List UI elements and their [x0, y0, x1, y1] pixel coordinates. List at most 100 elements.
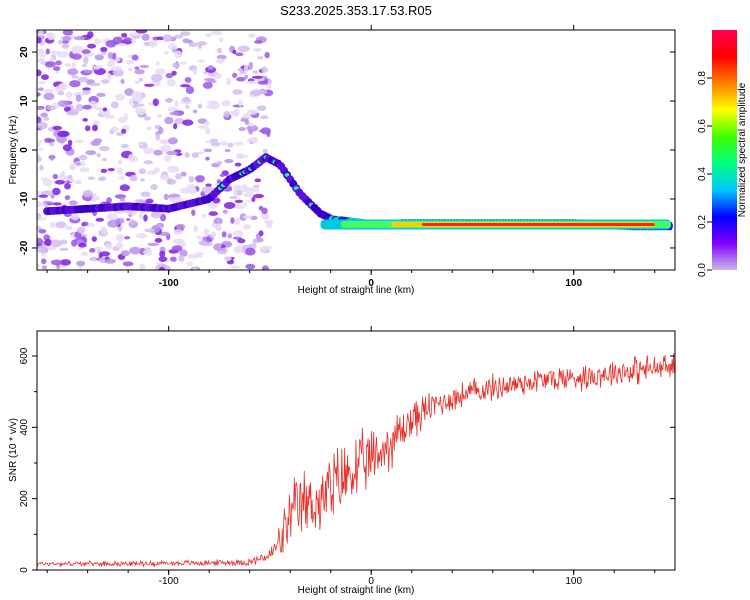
spectrogram-noise-blob [52, 125, 63, 131]
spectrogram-noise-blob [156, 36, 165, 41]
spectrogram-y-tick-label: 0 [19, 147, 30, 153]
spectrogram-noise-blob [73, 92, 85, 97]
spectrogram-noise-blob [38, 194, 49, 198]
snr-y-tick-label: 200 [19, 490, 30, 507]
spectrogram-noise-blob [154, 68, 166, 75]
colorbar-tick-label: 0.2 [697, 215, 708, 229]
spectrogram-band-peak [421, 222, 655, 226]
spectrogram-noise-blob [262, 148, 268, 154]
spectrogram-noise-blob [159, 139, 170, 145]
snr-series-line [37, 353, 675, 568]
spectrogram-noise-blob [116, 234, 124, 242]
spectrogram-noise-blob [185, 261, 194, 266]
spectrogram-noise-blob [41, 190, 53, 196]
spectrogram-noise-blob [147, 242, 160, 247]
spectrogram-noise-blob [227, 111, 238, 116]
spectrogram-noise-blob [232, 89, 243, 95]
spectrogram-noise-blob [233, 230, 244, 238]
spectrogram-noise-blob [184, 152, 190, 158]
spectrogram-noise-blob [89, 256, 99, 262]
spectrogram-noise-blob [261, 66, 268, 73]
spectrogram-noise-blob [117, 167, 124, 175]
spectrogram-noise-blob [222, 209, 228, 214]
spectrogram-noise-blob [256, 105, 267, 111]
spectrogram-noise-blob [134, 66, 140, 70]
spectrogram-noise-blob [128, 98, 134, 106]
colorbar-tick-label: 0.6 [697, 119, 708, 133]
spectrogram-noise-blob [178, 255, 185, 262]
spectrogram-noise-blob [90, 140, 101, 146]
spectrogram-noise-blob [100, 226, 108, 235]
spectrogram-noise-blob [82, 104, 92, 110]
spectrogram-noise-blob [46, 105, 56, 111]
spectrogram-noise-blob [37, 245, 48, 254]
spectrogram-noise-blob [172, 62, 181, 69]
spectrogram-noise-blob [114, 217, 125, 224]
spectrogram-noise-blob [64, 63, 71, 67]
spectrogram-noise-blob [163, 154, 172, 162]
spectrogram-noise-blob [67, 174, 73, 181]
spectrogram-noise-blob [213, 217, 223, 225]
spectrogram-noise-blob [50, 259, 63, 266]
spectrogram-noise-blob [180, 171, 187, 177]
spectrogram-noise-blob [258, 205, 264, 211]
spectrogram-noise-blob [55, 221, 67, 229]
spectrogram-noise-blob [243, 224, 251, 230]
spectrogram-noise-blob [49, 141, 55, 147]
spectrogram-noise-blob [54, 180, 66, 185]
spectrogram-noise-blob [119, 184, 130, 192]
spectrogram-noise-blob [235, 189, 243, 196]
colorbar-ticks: 0.0 0.2 0.4 0.6 0.8 [697, 71, 712, 277]
spectrogram-x-tick-label: 100 [565, 278, 582, 289]
spectrogram-noise-blob [207, 65, 214, 71]
spectrogram-noise-blob [134, 69, 145, 75]
spectrogram-noise-blob [87, 176, 96, 180]
spectrogram-noise-blob [74, 139, 85, 144]
spectrogram-noise-blob [206, 104, 215, 109]
spectrogram-noise-blob [37, 69, 42, 77]
spectrogram-noise-blob [155, 61, 160, 66]
spectrogram-noise-blob [247, 109, 258, 115]
spectrogram-noise-blob [173, 229, 184, 235]
spectrogram-noise-blob [223, 202, 236, 209]
spectrogram-noise-blob [150, 184, 158, 190]
spectrogram-noise-blob [94, 54, 104, 61]
colorbar: 0.0 0.2 0.4 0.6 0.8 Normalized spectral ampl… [697, 30, 748, 277]
spectrogram-noise-blob [223, 110, 230, 118]
spectrogram-noise-blob [62, 144, 72, 152]
spectrogram-noise-blob [243, 202, 248, 207]
spectrogram-noise-blob [57, 100, 69, 107]
spectrogram-noise-blob [134, 199, 147, 203]
spectrogram-noise-blob [252, 70, 259, 74]
spectrogram-noise-blob [244, 74, 249, 79]
spectrogram-noise-blob [155, 133, 161, 141]
spectrogram-noise-blob [106, 197, 112, 204]
spectrogram-noise-blob [43, 116, 50, 121]
snr-x-tick-label: 100 [565, 576, 582, 587]
spectrogram-noise-blob [37, 107, 43, 111]
spectrogram-noise-blob [243, 65, 249, 73]
spectrogram-noise-blob [258, 230, 264, 237]
spectrogram-noise-blob [89, 82, 101, 87]
spectrogram-noise-blob [251, 196, 256, 202]
spectrogram-noise-blob [50, 239, 62, 248]
spectrogram-noise-blob [226, 77, 232, 86]
spectrogram-noise-blob [128, 32, 141, 37]
spectrogram-x-axis-label: Height of straight line (km) [298, 285, 415, 296]
spectrogram-noise-blob [82, 87, 91, 91]
spectrogram-noise-blob [145, 198, 154, 204]
spectrogram-noise-blob [203, 228, 210, 236]
spectrogram-noise-blob [94, 246, 104, 251]
spectrogram-noise-blob [78, 154, 88, 161]
spectrogram-noise-blob [37, 237, 43, 245]
spectrogram-noise-blob [266, 84, 272, 89]
spectrogram-noise-blob [137, 141, 144, 147]
spectrogram-noise-blob [253, 193, 264, 199]
spectrogram-noise-blob [127, 67, 133, 72]
spectrogram-noise-blob [180, 187, 191, 194]
spectrogram-noise-blob [224, 148, 231, 153]
spectrogram-noise-blob [144, 83, 155, 87]
snr-y-tick-label: 400 [19, 419, 30, 436]
spectrogram-noise-blob [129, 246, 141, 255]
